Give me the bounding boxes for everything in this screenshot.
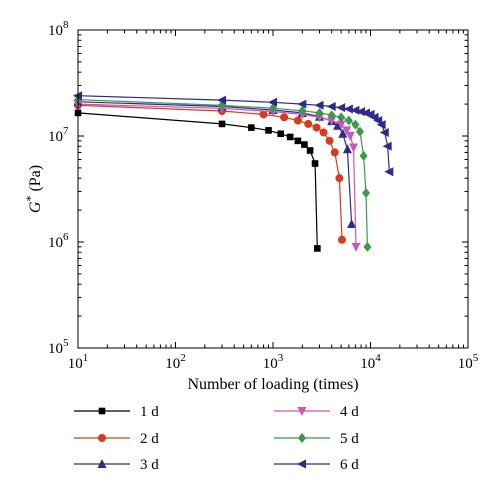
data-point <box>363 241 372 252</box>
data-point <box>217 95 227 105</box>
data-point <box>306 147 314 154</box>
data-point <box>304 119 313 128</box>
data-point <box>312 123 321 132</box>
data-point <box>293 116 302 125</box>
x-tick-label: 105 <box>458 352 479 372</box>
data-point <box>382 141 392 151</box>
legend-label: 4 d <box>340 404 359 420</box>
data-point <box>311 160 319 167</box>
data-point <box>277 130 285 138</box>
axes: 101 102 103 104 105 105 106 107 108 <box>48 19 479 372</box>
data-point <box>335 174 344 183</box>
legend-item: 1 d <box>74 404 159 420</box>
data-point <box>355 126 364 137</box>
data-point <box>314 245 321 252</box>
x-tick-label: 101 <box>68 352 89 372</box>
data-point <box>265 127 272 134</box>
legend-item: 2 d <box>74 431 159 447</box>
series-line <box>77 101 353 225</box>
data-point <box>327 110 336 121</box>
y-axis-title-unit: (Pa) <box>27 165 44 196</box>
y-tick-label: 106 <box>48 231 69 251</box>
series-line <box>77 104 343 240</box>
data-point <box>351 242 361 252</box>
y-axis-title-symbol: G <box>27 201 44 213</box>
data-point <box>297 99 307 109</box>
y-axis-title-superscript: * <box>23 196 37 202</box>
legend-marker <box>98 434 106 442</box>
data-point <box>314 100 324 110</box>
plot-area <box>73 91 394 252</box>
series-4 <box>73 100 361 252</box>
data-point <box>384 167 394 177</box>
data-point <box>347 218 357 228</box>
data-point <box>344 115 353 126</box>
legend-marker <box>98 407 106 415</box>
data-point <box>349 143 359 153</box>
data-point <box>379 127 389 137</box>
data-point <box>298 105 307 116</box>
y-tick-label: 105 <box>48 337 69 357</box>
data-point <box>336 120 346 130</box>
data-point <box>294 137 302 145</box>
x-tick-label: 103 <box>263 352 284 372</box>
data-point <box>342 126 352 136</box>
y-tick-label: 108 <box>48 19 69 39</box>
data-point <box>373 116 383 126</box>
data-point <box>315 107 324 118</box>
legend-label: 3 d <box>140 457 159 473</box>
data-point <box>336 103 346 113</box>
data-point <box>326 101 336 111</box>
data-point <box>280 113 289 122</box>
data-point <box>319 128 328 137</box>
legend-label: 1 d <box>140 404 159 420</box>
data-point <box>350 105 360 115</box>
legend-marker <box>297 459 306 469</box>
data-point <box>330 148 339 157</box>
data-point <box>218 120 226 128</box>
data-point <box>337 235 346 244</box>
data-point <box>268 97 277 107</box>
legend-label: 2 d <box>140 431 159 447</box>
legend-item: 4 d <box>274 404 359 420</box>
series-1 <box>74 109 321 252</box>
data-point <box>345 132 355 141</box>
data-point <box>301 141 308 148</box>
series-5 <box>74 94 372 252</box>
legend-label: 5 d <box>340 431 359 447</box>
plot-frame <box>77 29 469 349</box>
x-axis-title: Number of loading (times) <box>187 376 358 393</box>
data-point <box>333 120 343 130</box>
legend-marker <box>297 407 307 416</box>
y-tick-label: 107 <box>48 125 69 145</box>
data-point <box>327 116 337 126</box>
x-tick-label: 102 <box>165 352 186 372</box>
data-point <box>342 144 352 154</box>
legend-item: 3 d <box>74 457 159 473</box>
series-2 <box>74 101 346 244</box>
data-point <box>259 110 268 119</box>
data-point <box>376 120 386 130</box>
data-point <box>337 112 346 123</box>
legend-item: 6 d <box>274 457 359 473</box>
y-axis-title: G* (Pa) <box>23 165 44 213</box>
x-tick-label: 104 <box>360 352 381 372</box>
data-point <box>351 119 360 130</box>
legend: 1 d 2 d 3 d 4 d 5 d 6 d <box>74 404 359 473</box>
legend-label: 6 d <box>340 457 359 473</box>
legend-marker <box>298 433 306 443</box>
legend-marker <box>97 459 107 468</box>
data-point <box>362 187 371 198</box>
data-point <box>286 133 294 141</box>
series-6 <box>73 91 394 177</box>
data-point <box>325 136 334 145</box>
data-point <box>338 128 348 138</box>
data-point <box>343 104 353 114</box>
data-point <box>359 150 368 161</box>
data-point <box>248 124 255 131</box>
legend-item: 5 d <box>274 431 359 447</box>
